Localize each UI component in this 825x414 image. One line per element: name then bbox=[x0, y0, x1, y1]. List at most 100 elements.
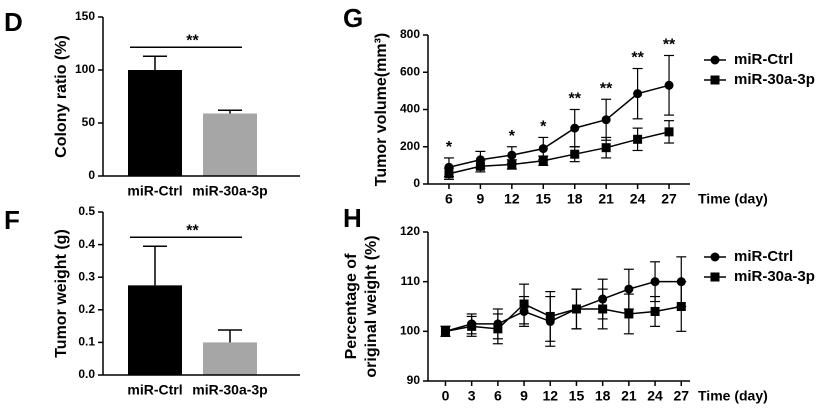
x-tick-label: 18 bbox=[595, 388, 611, 404]
panel-label: G bbox=[343, 3, 363, 33]
data-point bbox=[598, 304, 608, 314]
x-tick-label: 9 bbox=[477, 191, 485, 207]
panel-label: F bbox=[4, 205, 20, 235]
bar bbox=[203, 342, 257, 375]
data-point bbox=[444, 169, 454, 179]
data-point bbox=[664, 127, 674, 137]
y-axis-label: Tumor volume(mm³) bbox=[373, 33, 390, 186]
y-tick-label: 50 bbox=[82, 115, 96, 129]
y-axis-label: Tumor weight (g) bbox=[53, 229, 70, 358]
significance-label: ** bbox=[568, 91, 581, 108]
y-tick-label: 0.5 bbox=[78, 204, 95, 218]
panel-label: D bbox=[4, 7, 23, 37]
legend-marker bbox=[710, 272, 720, 282]
data-point bbox=[624, 284, 634, 294]
significance-label: ** bbox=[600, 80, 613, 97]
y-tick-label: 600 bbox=[400, 64, 420, 78]
data-point bbox=[601, 115, 611, 125]
x-tick-label: 24 bbox=[647, 388, 663, 404]
data-point bbox=[633, 134, 643, 144]
x-axis-label: Time (day) bbox=[698, 191, 768, 207]
y-tick-label: 100 bbox=[75, 62, 95, 76]
y-tick-label: 100 bbox=[400, 324, 420, 338]
data-point bbox=[570, 149, 580, 159]
significance-label: ** bbox=[186, 222, 199, 239]
data-point bbox=[624, 309, 634, 319]
x-tick-label: 21 bbox=[598, 191, 614, 207]
y-tick-label: 110 bbox=[401, 274, 421, 288]
x-tick-label: 12 bbox=[504, 191, 520, 207]
x-tick-label: 0 bbox=[442, 388, 450, 404]
y-tick-label: 0.4 bbox=[78, 237, 95, 251]
x-tick-label: 9 bbox=[520, 388, 528, 404]
legend-label: miR-30a-3p bbox=[734, 268, 815, 285]
y-axis-label: original weight (%) bbox=[363, 235, 380, 377]
data-point bbox=[571, 304, 581, 314]
y-axis-label: Percentage of bbox=[343, 253, 360, 359]
legend-label: miR-30a-3p bbox=[734, 71, 815, 88]
data-point bbox=[664, 80, 674, 90]
x-tick-label: 27 bbox=[673, 388, 689, 404]
significance-label: * bbox=[446, 139, 453, 156]
x-tick-label: miR-Ctrl bbox=[127, 183, 182, 199]
data-point bbox=[507, 159, 517, 169]
significance-label: * bbox=[509, 128, 516, 145]
significance-label: ** bbox=[631, 50, 644, 67]
bar bbox=[203, 113, 257, 176]
data-point bbox=[538, 144, 548, 154]
bar bbox=[128, 285, 182, 375]
legend-label: miR-Ctrl bbox=[734, 51, 793, 68]
x-tick-label: 3 bbox=[468, 388, 476, 404]
x-tick-label: 12 bbox=[542, 388, 558, 404]
y-tick-label: 120 bbox=[400, 224, 420, 238]
data-point bbox=[650, 277, 660, 287]
series-line bbox=[445, 280, 682, 333]
data-point bbox=[440, 326, 450, 336]
y-tick-label: 800 bbox=[400, 27, 420, 41]
data-point bbox=[650, 306, 660, 316]
y-tick-label: 400 bbox=[400, 102, 420, 116]
data-point bbox=[538, 156, 548, 166]
legend-marker bbox=[710, 75, 720, 85]
bar bbox=[128, 70, 182, 176]
data-point bbox=[467, 321, 477, 331]
series-line bbox=[448, 84, 670, 168]
data-point bbox=[570, 123, 580, 133]
y-axis-label: Colony ratio (%) bbox=[53, 35, 70, 158]
significance-label: ** bbox=[663, 37, 676, 54]
y-tick-label: 0.2 bbox=[78, 302, 95, 316]
data-point bbox=[475, 161, 485, 171]
y-tick-label: 0.0 bbox=[78, 367, 95, 381]
x-tick-label: 15 bbox=[569, 388, 585, 404]
y-tick-label: 90 bbox=[407, 373, 421, 387]
x-tick-label: 24 bbox=[630, 191, 646, 207]
significance-label: * bbox=[540, 119, 547, 136]
x-tick-label: 18 bbox=[567, 191, 583, 207]
y-tick-label: 0.3 bbox=[78, 269, 95, 283]
legend-marker bbox=[710, 55, 720, 65]
x-axis-label: Time (day) bbox=[698, 388, 768, 404]
x-tick-label: miR-30a-3p bbox=[192, 183, 267, 199]
y-tick-label: 150 bbox=[75, 9, 95, 23]
y-tick-label: 200 bbox=[400, 139, 420, 153]
x-tick-label: miR-Ctrl bbox=[127, 382, 182, 398]
x-tick-label: 15 bbox=[535, 191, 551, 207]
y-tick-label: 0.1 bbox=[78, 335, 95, 349]
series-line bbox=[448, 131, 670, 175]
legend-label: miR-Ctrl bbox=[734, 248, 793, 265]
legend-marker bbox=[710, 252, 720, 262]
series-line bbox=[445, 303, 682, 333]
x-tick-label: 6 bbox=[494, 388, 502, 404]
x-tick-label: 21 bbox=[621, 388, 637, 404]
data-point bbox=[507, 150, 517, 160]
panel-label: H bbox=[343, 203, 362, 233]
data-point bbox=[601, 143, 611, 153]
x-tick-label: miR-30a-3p bbox=[192, 382, 267, 398]
x-tick-label: 6 bbox=[445, 191, 453, 207]
significance-label: ** bbox=[186, 32, 199, 49]
y-tick-label: 0 bbox=[413, 176, 420, 190]
data-point bbox=[676, 302, 686, 311]
data-point bbox=[519, 299, 529, 309]
y-tick-label: 0 bbox=[88, 168, 95, 182]
